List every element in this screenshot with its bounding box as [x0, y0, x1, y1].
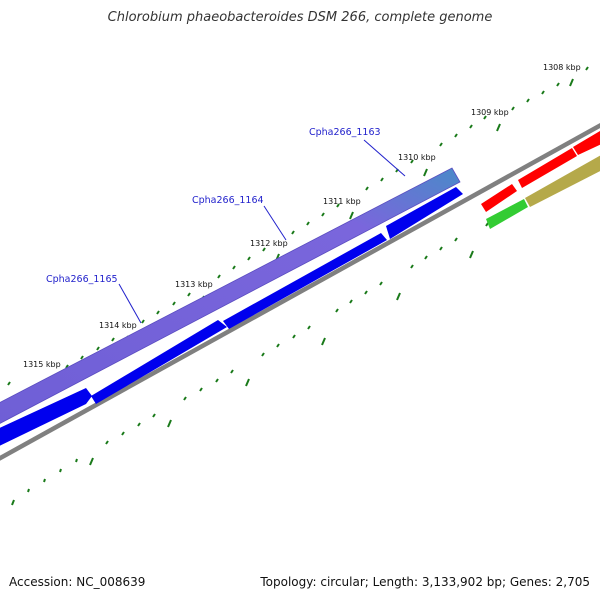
- genome-backbone: [0, 122, 600, 461]
- gene-label[interactable]: Cpha266_1164: [192, 195, 264, 206]
- gene-labels: Cpha266_1163 Cpha266_1164 Cpha266_1165: [46, 127, 406, 324]
- cds-arrow[interactable]: [518, 148, 577, 188]
- gene-label[interactable]: Cpha266_1163: [309, 127, 381, 138]
- cds-arrow[interactable]: [386, 187, 463, 239]
- accession-text: Accession: NC_008639: [9, 575, 146, 589]
- inner-tick-track: [11, 206, 521, 506]
- kbp-label: 1313 kbp: [175, 280, 213, 289]
- gc-content-negative-bar: [486, 199, 528, 229]
- kbp-labels: 1308 kbp 1309 kbp 1310 kbp 1311 kbp 1312…: [23, 63, 581, 369]
- cds-arrow[interactable]: [0, 388, 92, 448]
- cds-arrow[interactable]: [223, 233, 387, 329]
- highlighted-feature-bar[interactable]: [0, 167, 461, 426]
- reverse-cds-track: [481, 125, 600, 212]
- map-title: Chlorobium phaeobacteroides DSM 266, com…: [107, 10, 493, 25]
- kbp-label: 1315 kbp: [23, 360, 61, 369]
- kbp-label: 1309 kbp: [471, 108, 509, 117]
- kbp-label: 1314 kbp: [99, 321, 137, 330]
- kbp-label: 1311 kbp: [323, 197, 361, 206]
- gene-label[interactable]: Cpha266_1165: [46, 274, 118, 285]
- kbp-label: 1308 kbp: [543, 63, 581, 72]
- genome-summary-text: Topology: circular; Length: 3,133,902 bp…: [260, 575, 590, 589]
- forward-cds-track: [0, 187, 463, 448]
- kbp-label: 1310 kbp: [398, 153, 436, 162]
- gc-content-positive-bar: [525, 155, 600, 207]
- cds-arrow[interactable]: [573, 125, 600, 155]
- cds-arrow[interactable]: [481, 184, 517, 212]
- kbp-label: 1312 kbp: [250, 239, 288, 248]
- cds-arrow[interactable]: [91, 320, 227, 404]
